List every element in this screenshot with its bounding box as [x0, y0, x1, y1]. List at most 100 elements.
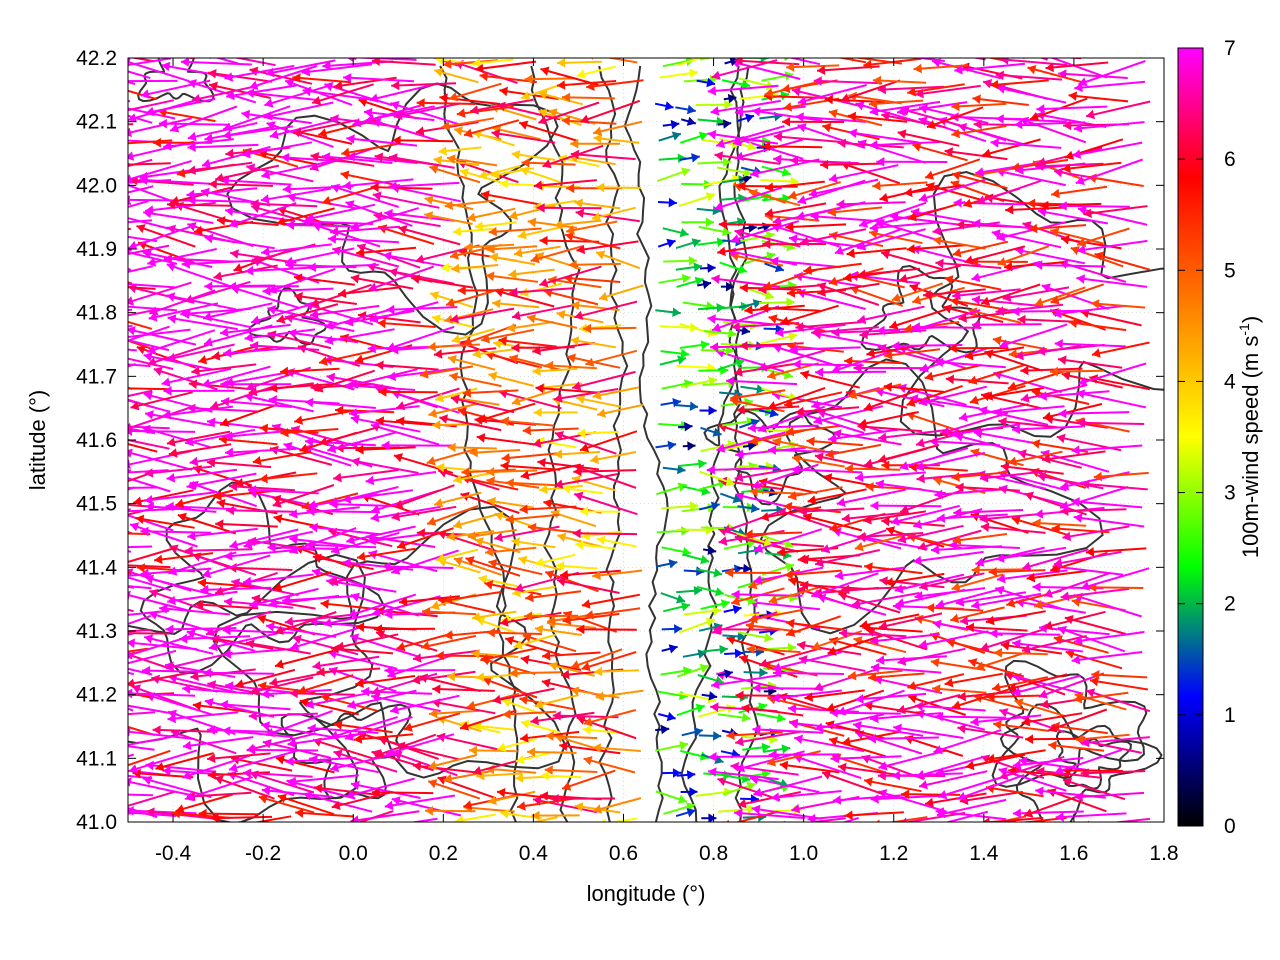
wind-vector-shaft [128, 790, 176, 807]
wind-vector-shaft [855, 692, 927, 701]
wind-vector-head [432, 684, 441, 694]
wind-vector-shaft [735, 730, 802, 744]
terrain-contour [759, 358, 1104, 635]
wind-vector [432, 684, 495, 694]
wind-vector-head [576, 715, 586, 725]
wind-vector-shaft [155, 752, 214, 770]
wind-vector-head [901, 789, 910, 799]
wind-vector [1021, 712, 1083, 727]
wind-vector [374, 733, 437, 758]
wind-vector [1080, 768, 1146, 778]
wind-vector-head [686, 770, 696, 780]
wind-vector-head [66, 769, 75, 778]
wind-vector-head [699, 663, 709, 673]
wind-vector-shaft [828, 738, 887, 758]
wind-vector [681, 727, 703, 737]
wind-vector-head [61, 538, 70, 548]
wind-vector [128, 749, 171, 767]
wind-vector-head [463, 800, 473, 810]
wind-vector-head [497, 742, 507, 752]
wind-vector [986, 749, 1046, 764]
wind-vector-head [724, 669, 733, 679]
wind-vector [830, 753, 902, 764]
wind-vector-head [552, 710, 561, 721]
wind-vector-head [329, 730, 339, 740]
wind-vector-shaft [245, 641, 311, 655]
wind-vector-head [182, 770, 192, 780]
wind-vector-shaft [718, 223, 781, 226]
wind-vector-head [307, 723, 316, 734]
wind-vector-head [222, 726, 231, 736]
wind-vector-shaft [349, 634, 419, 658]
wind-vector-shaft [1091, 673, 1148, 679]
wind-vector [128, 727, 193, 740]
wind-vector-head [128, 727, 131, 737]
wind-vector [581, 651, 637, 672]
wind-vector [918, 770, 988, 790]
wind-vector [428, 708, 480, 719]
wind-vector-shaft [285, 756, 357, 763]
wind-vector-shaft [128, 780, 193, 797]
wind-vector-head [305, 699, 315, 709]
wind-vector-head [128, 506, 129, 516]
wind-vector-head [908, 694, 918, 704]
wind-vector-head [772, 662, 782, 673]
wind-vector [371, 787, 434, 798]
wind-vector [735, 730, 802, 747]
wind-vector-head [779, 760, 789, 771]
wind-vector [316, 667, 381, 677]
wind-vector [570, 648, 623, 670]
wind-vector-head [935, 767, 945, 777]
wind-vector-shaft [1012, 756, 1084, 767]
wind-vector-shaft [350, 782, 421, 799]
wind-vector [741, 703, 804, 717]
wind-vector [258, 794, 315, 814]
wind-vector-shaft [1075, 733, 1130, 741]
wind-vector [472, 721, 515, 732]
wind-vector-head [63, 180, 72, 189]
wind-vector-head [679, 740, 689, 751]
wind-vector-shaft [1019, 816, 1067, 822]
wind-vector-head [549, 661, 558, 671]
wind-vector [186, 629, 256, 652]
wind-vector [804, 689, 865, 702]
wind-vector-shaft [772, 651, 842, 671]
wind-vector [1014, 698, 1067, 718]
wind-vector-shaft [331, 790, 393, 809]
wind-vector [435, 650, 494, 661]
wind-vector-head [893, 723, 902, 734]
wind-vector-shaft [989, 632, 1061, 636]
wind-vector [497, 737, 537, 752]
wind-vector-shaft [249, 771, 315, 794]
wind-vector-shaft [128, 811, 177, 817]
wind-vector [128, 348, 137, 352]
wind-vector-shaft [570, 688, 620, 699]
wind-vector [864, 701, 926, 716]
wind-vector-shaft [893, 726, 964, 739]
wind-vector-head [878, 761, 888, 771]
wind-vector [403, 712, 461, 732]
wind-vector [717, 669, 734, 679]
wind-vector [165, 651, 233, 672]
wind-vector [128, 704, 178, 716]
wind-vector-head [455, 815, 464, 822]
wind-vector-shaft [443, 769, 495, 782]
wind-vector [207, 752, 271, 764]
wind-vector-head [759, 667, 768, 678]
wind-vector [924, 792, 987, 808]
wind-vector-shaft [128, 704, 178, 716]
wind-vector-shaft [934, 715, 1006, 719]
wind-vector-head [1081, 737, 1090, 748]
wind-vector [192, 701, 254, 714]
wind-vector-head [832, 795, 842, 805]
wind-vector-head [582, 725, 592, 735]
wind-vector-head [210, 813, 219, 822]
wind-vector-shaft [329, 752, 400, 771]
wind-vector-shaft [868, 672, 925, 679]
wind-vector-head [165, 624, 174, 635]
wind-vector-shaft [487, 790, 536, 804]
wind-vector-head [1012, 760, 1022, 770]
wind-vector-shaft [274, 649, 334, 668]
wind-vector [245, 639, 311, 655]
